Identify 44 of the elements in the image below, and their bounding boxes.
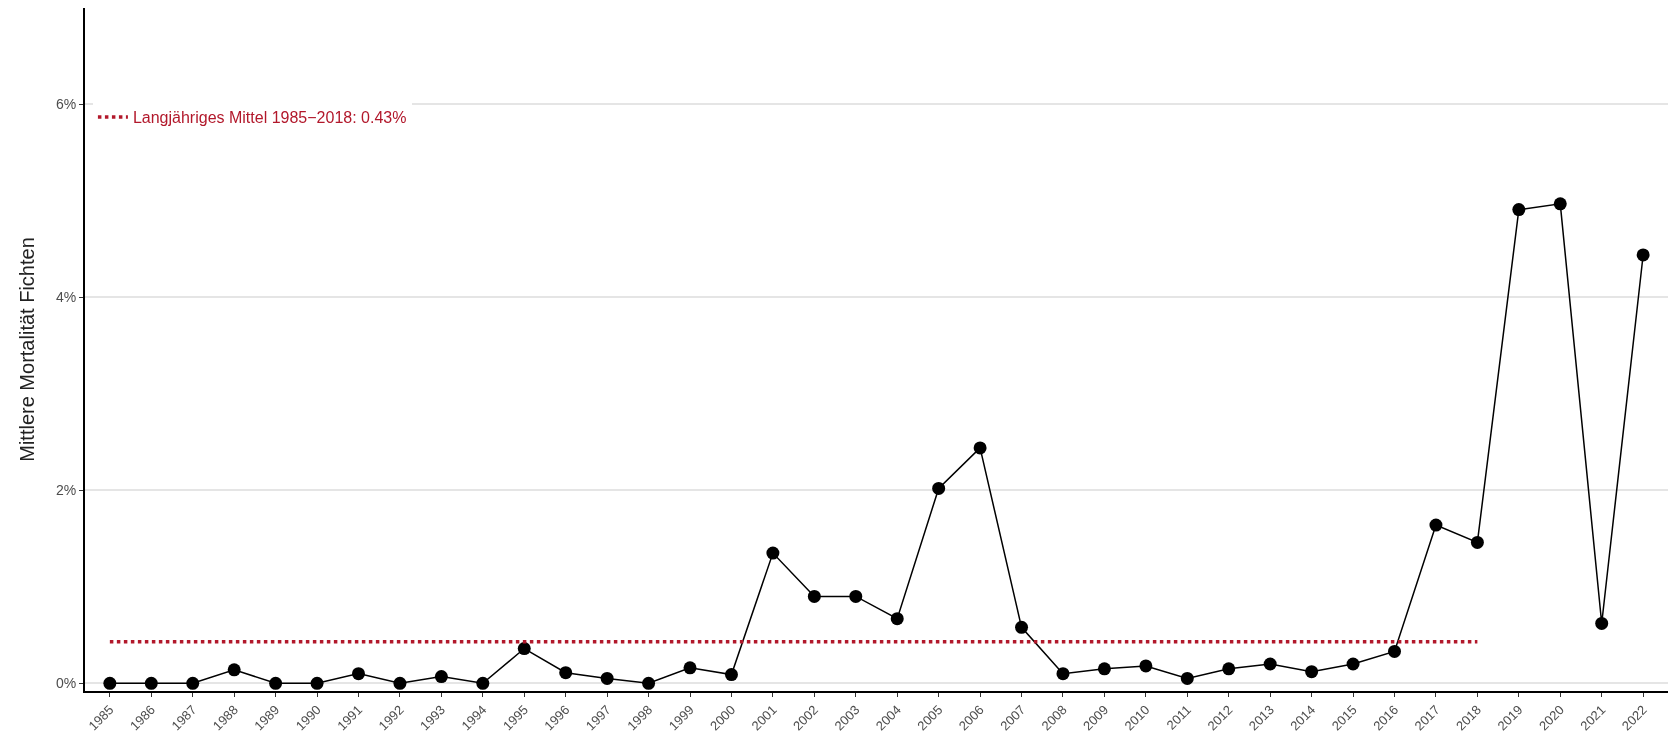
point bbox=[973, 441, 987, 455]
y-tick-label: 0% bbox=[55, 675, 77, 692]
point bbox=[1429, 518, 1443, 532]
point bbox=[1015, 620, 1029, 634]
point bbox=[1636, 248, 1650, 262]
point bbox=[642, 676, 656, 690]
point bbox=[144, 676, 158, 690]
point bbox=[683, 661, 697, 675]
point bbox=[1388, 644, 1401, 658]
point bbox=[1097, 662, 1111, 676]
point bbox=[1595, 616, 1609, 630]
point bbox=[1180, 671, 1194, 685]
point bbox=[1056, 667, 1070, 681]
point bbox=[310, 676, 324, 690]
point bbox=[807, 589, 821, 603]
point bbox=[434, 670, 448, 684]
point bbox=[600, 671, 614, 685]
point bbox=[1139, 659, 1153, 673]
point bbox=[476, 676, 490, 690]
point bbox=[1222, 662, 1236, 676]
point bbox=[352, 667, 365, 681]
point bbox=[1305, 665, 1319, 679]
point bbox=[103, 676, 117, 690]
point bbox=[186, 676, 200, 690]
point bbox=[1512, 203, 1526, 217]
y-tick-label: 2% bbox=[55, 482, 77, 499]
legend-label: Langjähriges Mittel 1985−2018: 0.43% bbox=[132, 109, 407, 127]
point bbox=[269, 676, 283, 690]
point bbox=[849, 589, 863, 603]
y-tick-label: 6% bbox=[55, 96, 77, 113]
y-axis-title: Mittlere Mortalität Fichten bbox=[16, 237, 38, 462]
point bbox=[1553, 197, 1567, 211]
point bbox=[932, 481, 946, 495]
point bbox=[517, 642, 531, 656]
point bbox=[1470, 535, 1484, 549]
point bbox=[766, 546, 780, 560]
point bbox=[724, 668, 738, 682]
point bbox=[393, 676, 407, 690]
y-tick-label: 4% bbox=[55, 289, 77, 306]
point bbox=[227, 663, 241, 677]
point bbox=[559, 666, 573, 680]
point bbox=[890, 612, 904, 626]
point bbox=[1346, 657, 1360, 671]
point bbox=[1263, 657, 1277, 671]
